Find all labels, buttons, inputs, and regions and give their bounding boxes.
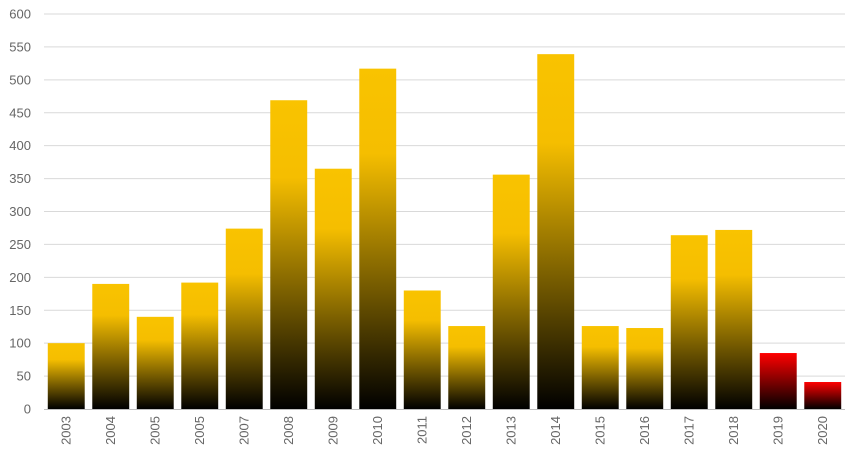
bar-2005 — [181, 282, 219, 409]
y-tick-label: 400 — [9, 138, 31, 153]
bar-2019 — [759, 353, 797, 409]
x-tick-label: 2018 — [726, 416, 741, 445]
gridlines — [44, 13, 845, 377]
bar-2009 — [314, 168, 352, 409]
x-tick-label: 2004 — [103, 416, 118, 445]
x-tick-label: 2007 — [236, 416, 251, 445]
bar-2015 — [581, 326, 619, 409]
bar-2018 — [715, 229, 753, 409]
bar-2011 — [403, 290, 441, 409]
bar-2007 — [225, 228, 263, 409]
bar-2016 — [626, 328, 664, 409]
bar-2020 — [804, 382, 842, 409]
y-tick-label: 250 — [9, 237, 31, 252]
y-tick-label: 50 — [17, 369, 31, 384]
x-tick-label: 2003 — [58, 416, 73, 445]
y-tick-label: 550 — [9, 39, 31, 54]
y-tick-label: 350 — [9, 171, 31, 186]
x-tick-label: 2014 — [548, 416, 563, 445]
y-tick-label: 150 — [9, 303, 31, 318]
y-tick-label: 450 — [9, 105, 31, 120]
x-tick-label: 2008 — [281, 416, 296, 445]
x-tick-label: 2016 — [637, 416, 652, 445]
bar-2012 — [448, 326, 486, 409]
y-tick-label: 600 — [9, 7, 31, 22]
x-tick-label: 2010 — [370, 416, 385, 445]
x-tick-label: 2015 — [592, 416, 607, 445]
y-tick-label: 500 — [9, 72, 31, 87]
y-tick-label: 100 — [9, 336, 31, 351]
bar-2003 — [47, 343, 85, 409]
bar-2004 — [92, 283, 130, 409]
bar-2010 — [359, 68, 397, 409]
bars — [47, 54, 842, 410]
x-tick-label: 2019 — [770, 416, 785, 445]
bar-2005 — [136, 316, 174, 409]
x-tick-label: 2012 — [459, 416, 474, 445]
bar-2014 — [537, 54, 575, 409]
x-tick-label: 2005 — [192, 416, 207, 445]
x-tick-label: 2017 — [681, 416, 696, 445]
x-tick-label: 2009 — [325, 416, 340, 445]
x-axis-tick-labels: 2003 2004 2005 2005 2007 2008 2009 2010 2011 2012… — [58, 416, 830, 445]
bar-2008 — [270, 100, 308, 410]
y-tick-label: 200 — [9, 270, 31, 285]
x-tick-label: 2013 — [503, 416, 518, 445]
x-tick-label: 2005 — [147, 416, 162, 445]
y-tick-label: 0 — [24, 402, 31, 417]
bar-2017 — [670, 235, 708, 409]
x-tick-label: 2020 — [815, 416, 830, 445]
x-tick-label: 2011 — [414, 416, 429, 444]
bar-2013 — [492, 174, 530, 409]
y-axis-tick-labels: 0 50 100 150 200 250 300 350 400 450 500 550 600 — [9, 7, 31, 417]
y-tick-label: 300 — [9, 204, 31, 219]
